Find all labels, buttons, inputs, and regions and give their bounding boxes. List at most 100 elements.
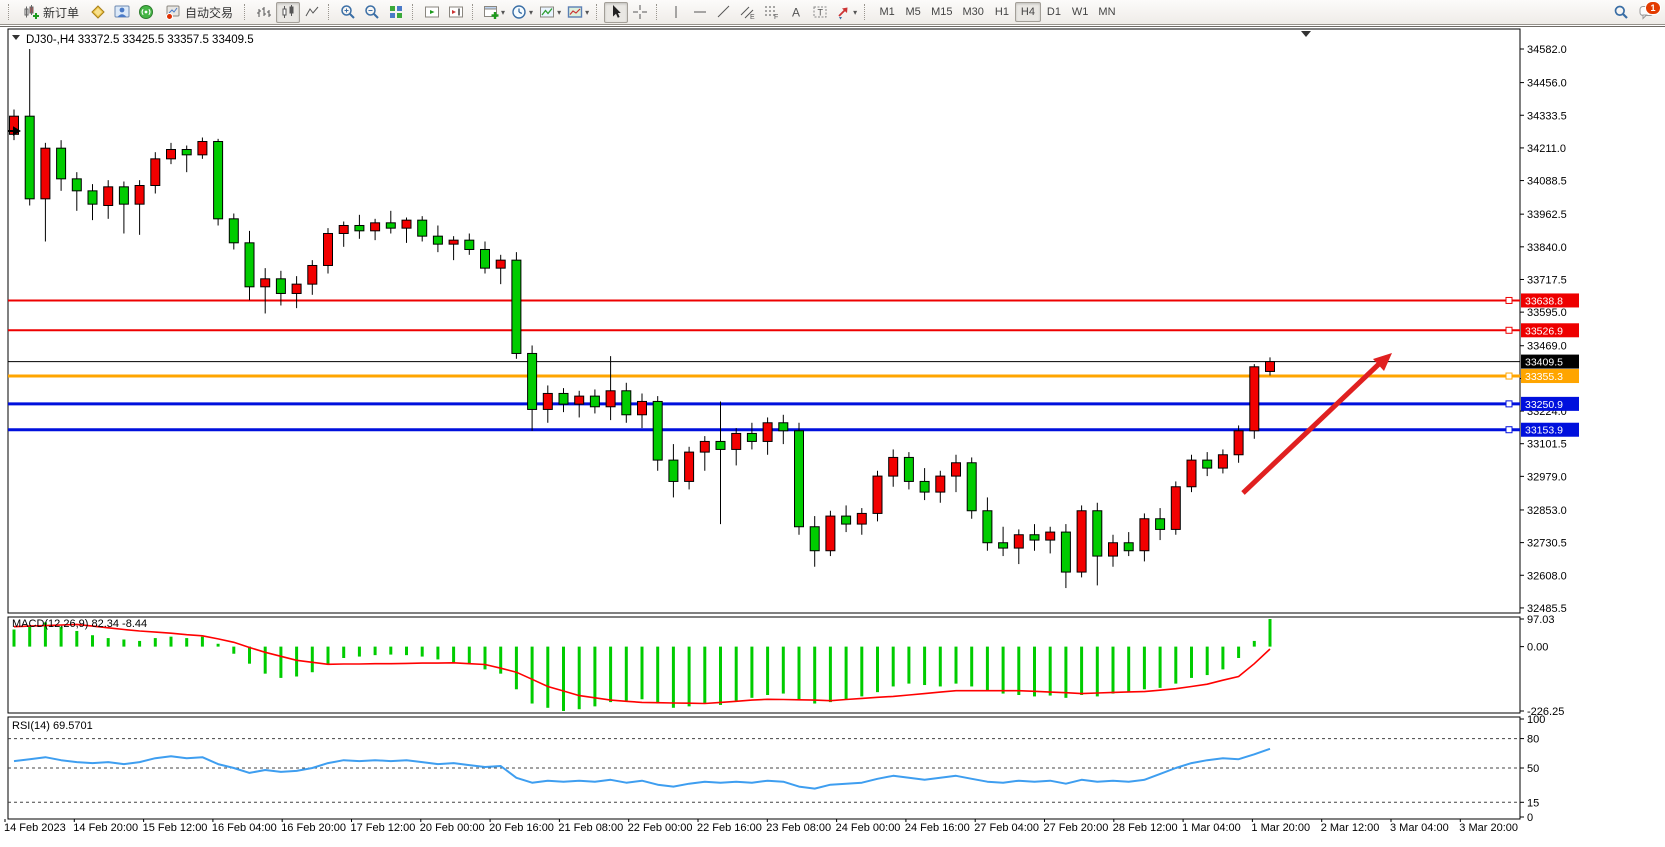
- price-badge: [1521, 354, 1579, 369]
- timeframe-button-H1[interactable]: H1: [989, 2, 1015, 22]
- line-handle[interactable]: [1505, 326, 1513, 334]
- chat-button[interactable]: 1: [1639, 1, 1661, 20]
- chart-shift-marker[interactable]: [1301, 31, 1311, 37]
- price-tick-label: 34333.5: [1527, 110, 1567, 122]
- line-handle[interactable]: [1505, 426, 1513, 434]
- new-order-button[interactable]: 新订单: [16, 2, 86, 23]
- candle-down: [24, 115, 35, 200]
- time-label: 2 Mar 12:00: [1321, 822, 1380, 834]
- timeframe-button-W1[interactable]: W1: [1067, 2, 1094, 22]
- vertical-line-tool-button[interactable]: [664, 2, 688, 23]
- accounts-button[interactable]: [110, 2, 134, 23]
- zoom-out-button[interactable]: [360, 2, 384, 23]
- price-badge: [1521, 323, 1579, 338]
- arrows-tool-button[interactable]: ▾: [832, 2, 860, 23]
- trendline-icon: [717, 5, 730, 18]
- rsi-axis-label: 15: [1527, 797, 1539, 809]
- candle-up: [260, 278, 271, 288]
- time-label: 20 Feb 16:00: [489, 822, 554, 834]
- search-button[interactable]: [1609, 2, 1633, 23]
- macd-label: MACD(12,26,9) 82.34 -8.44: [12, 618, 147, 630]
- line-handle[interactable]: [1505, 296, 1513, 304]
- time-label: 21 Feb 08:00: [558, 822, 623, 834]
- signals-button[interactable]: [134, 2, 158, 23]
- candle-up: [856, 512, 867, 525]
- fibonacci-icon: F: [765, 6, 778, 20]
- toolbar-grip[interactable]: [412, 4, 416, 20]
- fibonacci-tool-button[interactable]: F: [760, 2, 784, 23]
- candle-down: [668, 459, 679, 482]
- candle-down: [464, 239, 475, 250]
- toolbar-grip[interactable]: [656, 4, 660, 20]
- search-icon: [1614, 5, 1628, 19]
- time-label: 24 Feb 00:00: [836, 822, 901, 834]
- timeframe-button-M15[interactable]: M15: [926, 2, 957, 22]
- chart-shift-button[interactable]: [444, 2, 468, 23]
- toolbar-grip[interactable]: [244, 4, 248, 20]
- timeframe-button-H4[interactable]: H4: [1014, 2, 1041, 22]
- time-label: 15 Feb 12:00: [143, 822, 208, 834]
- candle-down: [527, 352, 538, 410]
- candle-down: [903, 456, 914, 482]
- candle-up: [935, 475, 946, 493]
- candle-up: [448, 239, 459, 245]
- candle-down: [841, 515, 852, 525]
- candle-up: [134, 184, 145, 205]
- collapse-triangle-icon[interactable]: [12, 35, 20, 40]
- line-handle[interactable]: [1505, 372, 1513, 380]
- crosshair-tool-button[interactable]: [628, 2, 652, 23]
- time-label: 16 Feb 04:00: [212, 822, 277, 834]
- text-tool-button[interactable]: A: [784, 2, 808, 23]
- auto-scroll-button[interactable]: [420, 2, 444, 23]
- autotrading-button[interactable]: 自动交易: [158, 2, 240, 23]
- gold-diamond-icon: [91, 5, 105, 19]
- line-handle[interactable]: [1505, 400, 1513, 408]
- trend-arrow[interactable]: [1241, 353, 1392, 495]
- toolbar-grip[interactable]: [864, 4, 868, 20]
- candle-up: [731, 432, 742, 450]
- candle-down: [778, 422, 789, 432]
- time-label: 23 Feb 08:00: [766, 822, 831, 834]
- chart-canvas[interactable]: 34582.0 34456.0 34333.5 34211.0 34088.5 33962…: [0, 27, 1665, 842]
- candle-down: [354, 224, 365, 232]
- tile-windows-button[interactable]: [384, 2, 408, 23]
- toolbar-grip[interactable]: [596, 4, 600, 20]
- price-axis[interactable]: 34582.0 34456.0 34333.5 34211.0 34088.5 33962…: [1520, 44, 1567, 615]
- timeframe-button-M30[interactable]: M30: [958, 2, 989, 22]
- periods-button[interactable]: ▾: [508, 2, 536, 23]
- toolbar-grip[interactable]: [8, 4, 12, 20]
- cursor-tool-button[interactable]: [604, 1, 629, 23]
- line-chart-button[interactable]: [300, 2, 324, 23]
- toolbar-grip[interactable]: [472, 4, 476, 20]
- fibo-letter: F: [774, 14, 778, 20]
- dropdown-caret-icon: ▾: [529, 7, 534, 17]
- indicators-button[interactable]: ▾: [564, 2, 592, 23]
- timeframe-button-MN[interactable]: MN: [1093, 2, 1120, 22]
- time-label: 22 Feb 16:00: [697, 822, 762, 834]
- timeframe-button-M5[interactable]: M5: [900, 2, 926, 22]
- candle-up: [825, 515, 836, 552]
- price-tick-label: 33469.0: [1527, 341, 1567, 353]
- toolbar-grip[interactable]: [328, 4, 332, 20]
- bar-chart-button[interactable]: [252, 2, 276, 23]
- new-chart-button[interactable]: ▾: [480, 2, 508, 23]
- candle-down: [715, 440, 726, 450]
- text-icon: A: [792, 6, 800, 20]
- templates-button[interactable]: ▾: [536, 2, 564, 23]
- candle-down: [1202, 459, 1213, 469]
- rsi-axis-label: 50: [1527, 763, 1539, 775]
- candle-down: [809, 526, 820, 552]
- timeframe-button-D1[interactable]: D1: [1041, 2, 1067, 22]
- zoom-in-button[interactable]: [336, 2, 360, 23]
- candle-down: [118, 186, 129, 205]
- time-axis[interactable]: 14 Feb 2023 14 Feb 20:00 15 Feb 12:00 16 Fe…: [4, 819, 1518, 834]
- equidistant-channel-tool-button[interactable]: E: [736, 2, 760, 23]
- trendline-tool-button[interactable]: [712, 2, 736, 23]
- horizontal-line-tool-button[interactable]: [688, 2, 712, 23]
- market-watch-button[interactable]: [86, 2, 110, 23]
- time-label: 3 Mar 04:00: [1390, 822, 1449, 834]
- candlestick-chart-button[interactable]: [276, 1, 301, 23]
- bar-chart-icon: [257, 7, 272, 17]
- text-label-tool-button[interactable]: T: [808, 2, 832, 23]
- timeframe-button-M1[interactable]: M1: [874, 2, 900, 22]
